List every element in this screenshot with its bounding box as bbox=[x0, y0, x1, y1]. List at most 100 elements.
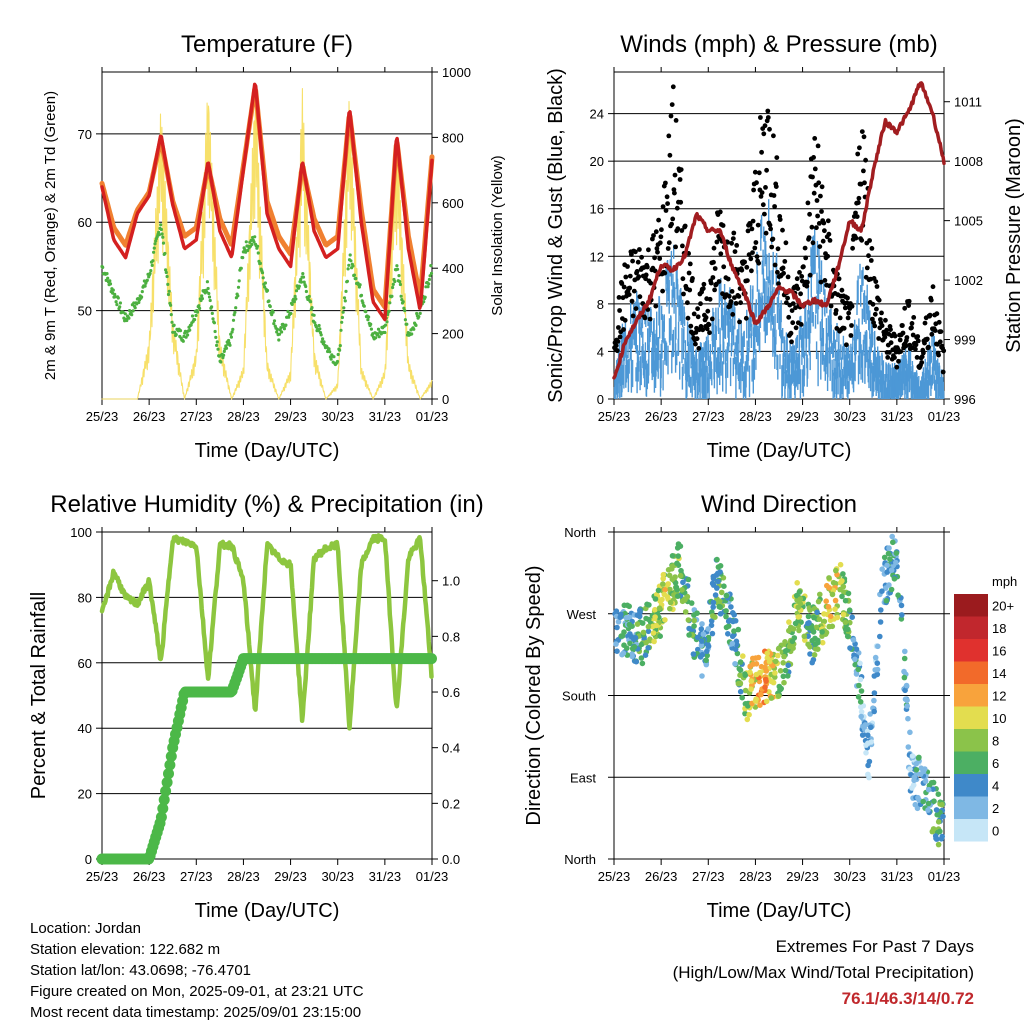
gust-point bbox=[700, 286, 706, 291]
dewpoint-point bbox=[113, 292, 117, 296]
gust-point bbox=[801, 264, 806, 270]
direction-point bbox=[864, 728, 871, 734]
gust-point bbox=[687, 261, 693, 267]
dewpoint-point bbox=[200, 294, 204, 298]
precip-point bbox=[157, 803, 169, 814]
dewpoint-point bbox=[163, 251, 167, 256]
direction-point bbox=[715, 578, 721, 585]
gust-point bbox=[756, 170, 762, 176]
gust-point bbox=[769, 244, 775, 250]
gust-point bbox=[621, 284, 627, 290]
direction-point bbox=[631, 636, 637, 643]
direction-point bbox=[753, 661, 760, 667]
direction-point bbox=[614, 648, 620, 654]
dewpoint-point bbox=[106, 276, 110, 280]
direction-point bbox=[617, 614, 623, 621]
direction-point bbox=[925, 800, 932, 807]
gust-point bbox=[936, 319, 942, 325]
gust-point bbox=[921, 350, 926, 356]
x-tick-label: 27/23 bbox=[692, 869, 725, 884]
y-right-axis-label: Solar Insolation (Yellow) bbox=[489, 155, 506, 315]
gust-point bbox=[915, 334, 921, 339]
dewpoint-point bbox=[423, 295, 427, 299]
direction-point bbox=[709, 630, 716, 637]
x-tick-label: 01/23 bbox=[416, 409, 449, 424]
direction-point bbox=[879, 588, 885, 594]
dewpoint-point bbox=[246, 248, 250, 253]
direction-point bbox=[733, 641, 740, 648]
x-tick-label: 25/23 bbox=[86, 409, 119, 424]
gust-point bbox=[807, 211, 812, 217]
x-tick-label: 01/23 bbox=[416, 869, 449, 884]
dewpoint-point bbox=[166, 292, 171, 297]
y-right-tick-label: 1005 bbox=[954, 214, 983, 229]
gust-point bbox=[644, 264, 650, 270]
dewpoint-point bbox=[137, 300, 141, 305]
gust-point bbox=[803, 255, 809, 261]
gust-point bbox=[720, 223, 726, 228]
direction-point bbox=[662, 587, 668, 593]
gust-point bbox=[772, 204, 777, 209]
direction-point bbox=[675, 553, 681, 559]
dewpoint-point bbox=[252, 240, 256, 244]
direction-point bbox=[839, 593, 845, 600]
dewpoint-point bbox=[244, 240, 248, 244]
dewpoint-point bbox=[398, 280, 402, 284]
direction-point bbox=[895, 592, 901, 598]
gust-point bbox=[807, 272, 813, 278]
direction-point bbox=[851, 652, 857, 658]
dewpoint-point bbox=[151, 259, 155, 263]
direction-point bbox=[781, 679, 787, 686]
dewpoint-point bbox=[131, 309, 135, 313]
dewpoint-point bbox=[427, 277, 431, 282]
precip-point bbox=[160, 785, 172, 797]
dewpoint-point bbox=[294, 297, 298, 301]
gust-point bbox=[776, 281, 781, 287]
gust-point bbox=[825, 253, 831, 259]
direction-point bbox=[643, 639, 649, 646]
dewpoint-point bbox=[351, 264, 355, 268]
gust-point bbox=[872, 323, 878, 329]
dewpoint-point bbox=[150, 263, 154, 267]
gust-point bbox=[730, 236, 736, 242]
gust-point bbox=[637, 247, 642, 252]
gust-point bbox=[828, 303, 834, 309]
gust-point bbox=[874, 306, 879, 312]
dewpoint-point bbox=[429, 271, 434, 275]
direction-point bbox=[775, 645, 782, 652]
direction-point bbox=[814, 609, 820, 616]
gust-point bbox=[634, 269, 640, 274]
direction-point bbox=[640, 629, 647, 636]
direction-point bbox=[911, 777, 917, 784]
gust-point bbox=[750, 250, 755, 256]
gust-point bbox=[785, 295, 790, 301]
gust-point bbox=[666, 240, 672, 246]
gust-point bbox=[651, 233, 656, 238]
dewpoint-point bbox=[105, 272, 109, 276]
dewpoint-point bbox=[221, 356, 225, 360]
direction-point bbox=[650, 630, 657, 636]
direction-point bbox=[786, 643, 793, 650]
direction-point bbox=[821, 618, 828, 625]
dewpoint-point bbox=[210, 305, 214, 309]
direction-point bbox=[871, 708, 877, 715]
direction-point bbox=[913, 761, 919, 767]
x-tick-label: 28/23 bbox=[227, 409, 260, 424]
gust-point bbox=[820, 238, 826, 244]
direction-point bbox=[855, 694, 862, 700]
dewpoint-point bbox=[230, 330, 234, 334]
gust-point bbox=[817, 244, 823, 250]
dewpoint-point bbox=[236, 294, 240, 298]
direction-point bbox=[922, 778, 929, 784]
gust-point bbox=[774, 155, 780, 161]
direction-point bbox=[646, 616, 652, 623]
dewpoint-point bbox=[332, 355, 336, 359]
dewpoint-point bbox=[403, 309, 407, 313]
dewpoint-point bbox=[390, 294, 394, 298]
gust-point bbox=[725, 239, 730, 245]
gust-point bbox=[922, 320, 928, 326]
direction-point bbox=[665, 581, 671, 587]
direction-point bbox=[807, 607, 813, 613]
gust-point bbox=[678, 167, 684, 173]
gust-point bbox=[761, 131, 767, 137]
